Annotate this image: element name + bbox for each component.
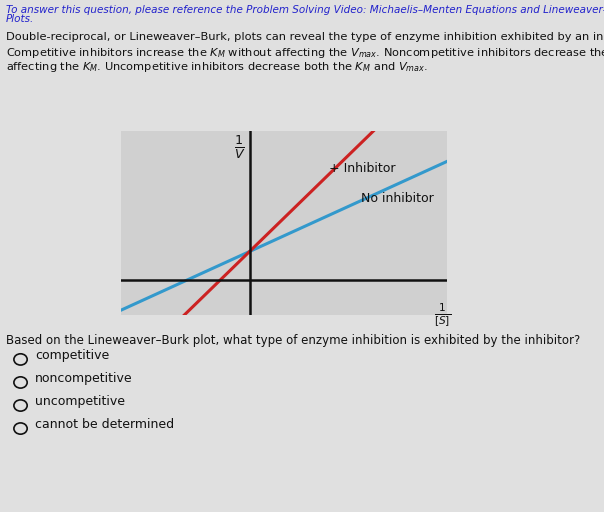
Text: noncompetitive: noncompetitive — [35, 372, 133, 385]
Text: To answer this question, please reference the Problem Solving Video: Michaelis–M: To answer this question, please referenc… — [6, 5, 604, 15]
Text: $\frac{1}{V}$: $\frac{1}{V}$ — [234, 134, 245, 161]
Text: Competitive inhibitors increase the $K_M$ without affecting the $V_{max}$. Nonco: Competitive inhibitors increase the $K_M… — [6, 46, 604, 60]
Text: Plots.: Plots. — [6, 14, 34, 25]
Text: uncompetitive: uncompetitive — [35, 395, 125, 408]
Text: No inhibitor: No inhibitor — [361, 192, 434, 205]
Text: cannot be determined: cannot be determined — [35, 418, 174, 431]
Text: Based on the Lineweaver–Burk plot, what type of enzyme inhibition is exhibited b: Based on the Lineweaver–Burk plot, what … — [6, 334, 580, 347]
Text: competitive: competitive — [35, 349, 109, 362]
Text: + Inhibitor: + Inhibitor — [329, 161, 395, 175]
Text: affecting the $K_M$. Uncompetitive inhibitors decrease both the $K_M$ and $V_{ma: affecting the $K_M$. Uncompetitive inhib… — [6, 60, 428, 74]
Text: Double-reciprocal, or Lineweaver–Burk, plots can reveal the type of enzyme inhib: Double-reciprocal, or Lineweaver–Burk, p… — [6, 32, 604, 42]
Text: $\frac{1}{[S]}$: $\frac{1}{[S]}$ — [434, 302, 451, 330]
